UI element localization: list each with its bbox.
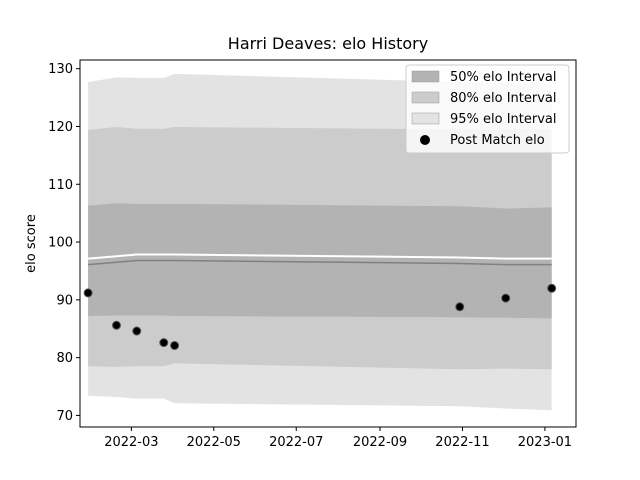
legend-swatch <box>411 70 440 83</box>
y-tick-label: 100 <box>48 236 73 251</box>
legend-swatch <box>411 112 440 125</box>
y-tick-label: 110 <box>48 178 73 193</box>
y-tick-label: 90 <box>56 293 73 308</box>
band-50-area <box>88 203 552 319</box>
x-tick-label: 2022-07 <box>269 435 323 450</box>
data-point <box>170 341 180 351</box>
x-tick-label: 2022-03 <box>104 435 158 450</box>
mean-lines <box>88 253 552 266</box>
x-tick-label: 2022-05 <box>187 435 241 450</box>
x-tick-label: 2022-11 <box>435 435 489 450</box>
data-point <box>455 302 465 312</box>
mean-line <box>88 259 552 266</box>
chart-title: Harri Deaves: elo History <box>228 34 428 53</box>
plot-frame <box>79 59 577 428</box>
y-tick-label: 70 <box>56 409 73 424</box>
x-tick-label: 2023-01 <box>518 435 572 450</box>
data-point <box>501 293 511 303</box>
data-point <box>132 326 142 336</box>
y-axis-label: elo score <box>24 214 39 273</box>
y-tick-label: 80 <box>56 351 73 366</box>
data-point <box>83 288 93 298</box>
x-axis: 2022-03 2022-05 2022-07 2022-09 2022-11 2023-… <box>104 427 572 450</box>
data-point <box>547 283 557 293</box>
x-tick-label: 2022-09 <box>353 435 407 450</box>
mean-highlight-line <box>88 253 552 260</box>
y-axis: 70 80 90 100 110 120 130 <box>48 62 80 424</box>
legend-swatch <box>411 91 440 104</box>
legend-label: 50% elo Interval <box>450 70 557 85</box>
post-match-points <box>83 283 557 351</box>
interval-bands <box>88 73 552 411</box>
legend-label: 80% elo Interval <box>450 91 557 106</box>
data-point <box>159 338 169 348</box>
y-tick-label: 130 <box>48 62 73 77</box>
legend-box <box>405 64 570 154</box>
legend-label: Post Match elo <box>450 133 545 148</box>
data-point <box>111 320 121 330</box>
legend-label: 95% elo Interval <box>450 112 557 127</box>
legend: 50% elo Interval 80% elo Interval 95% elo … <box>405 64 570 154</box>
legend-marker <box>420 135 430 145</box>
y-tick-label: 120 <box>48 120 73 135</box>
